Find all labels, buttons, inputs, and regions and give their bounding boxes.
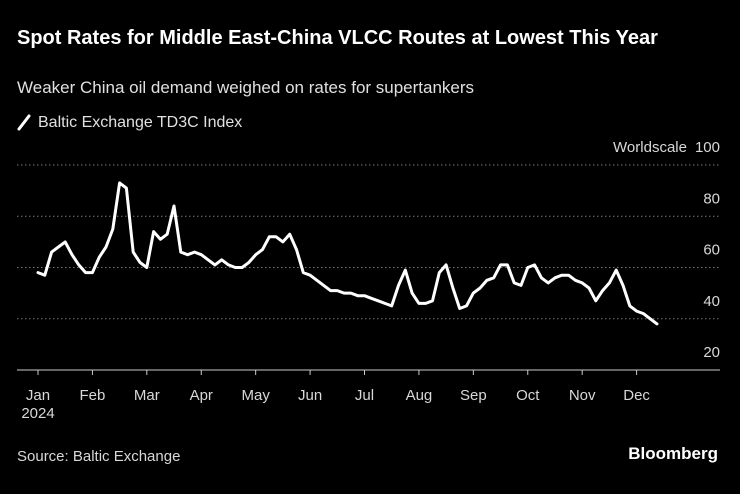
x-tick-label: Sep <box>460 387 487 404</box>
year-label: 2024 <box>21 405 54 422</box>
brand-logo: Bloomberg <box>628 444 718 463</box>
legend-swatch <box>17 114 31 131</box>
chart-subtitle: Weaker China oil demand weighed on rates… <box>17 78 474 97</box>
y-axis-label: Worldscale <box>613 139 687 156</box>
x-tick-label: Jan <box>26 387 50 404</box>
y-tick-label: 40 <box>703 293 720 310</box>
y-tick-label: 80 <box>703 190 720 207</box>
x-tick-label: Oct <box>516 387 540 404</box>
data-line <box>36 181 659 326</box>
x-tick-label: Nov <box>569 387 596 404</box>
chart-title: Spot Rates for Middle East-China VLCC Ro… <box>17 27 658 49</box>
y-tick-label: 100 <box>695 139 720 156</box>
y-tick-label: 20 <box>703 344 720 361</box>
x-tick-label: Jul <box>355 387 374 404</box>
x-tick-label: Dec <box>623 387 650 404</box>
x-tick-label: Feb <box>79 387 105 404</box>
x-tick-label: May <box>241 387 270 404</box>
x-tick-label: Jun <box>298 387 322 404</box>
y-tick-label: 60 <box>703 242 720 259</box>
x-tick-label: Aug <box>406 387 433 404</box>
x-tick-label: Apr <box>190 387 213 404</box>
legend-label: Baltic Exchange TD3C Index <box>38 114 242 131</box>
x-tick-label: Mar <box>134 387 160 404</box>
source: Source: Baltic Exchange <box>17 448 180 465</box>
